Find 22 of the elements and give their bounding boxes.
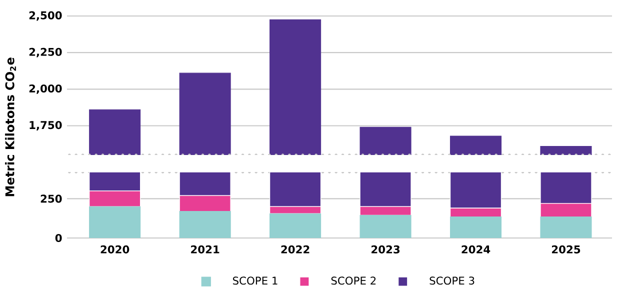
- x-tick-label: 2025: [552, 245, 580, 254]
- bar: [88, 172, 141, 192]
- y-tick-label: 2,000: [29, 84, 62, 94]
- x-tick-label: 2022: [281, 245, 310, 254]
- bar: [360, 172, 412, 207]
- x-tick-label: 2024: [462, 245, 490, 254]
- x-tick-label: 2020: [100, 245, 130, 254]
- legend-label: SCOPE 2: [331, 276, 376, 285]
- bar: [269, 172, 322, 207]
- y-tick-label: 1,750: [30, 121, 62, 130]
- bar: [450, 172, 502, 208]
- legend-label: SCOPE 3: [430, 276, 474, 285]
- y-tick-label: 2,500: [29, 11, 62, 21]
- y-tick-label: 0: [55, 234, 62, 242]
- y-axis-title: Metric Kilotons CO$_{2}$e: [5, 58, 16, 196]
- x-tick-label: 2021: [191, 245, 220, 254]
- bar: [540, 172, 592, 204]
- y-tick-label: 2,250: [29, 48, 62, 58]
- legend-label: SCOPE 1: [232, 276, 278, 285]
- y-tick-label: 250: [40, 194, 62, 203]
- x-tick-label: 2023: [372, 245, 400, 254]
- bar: [179, 172, 231, 196]
